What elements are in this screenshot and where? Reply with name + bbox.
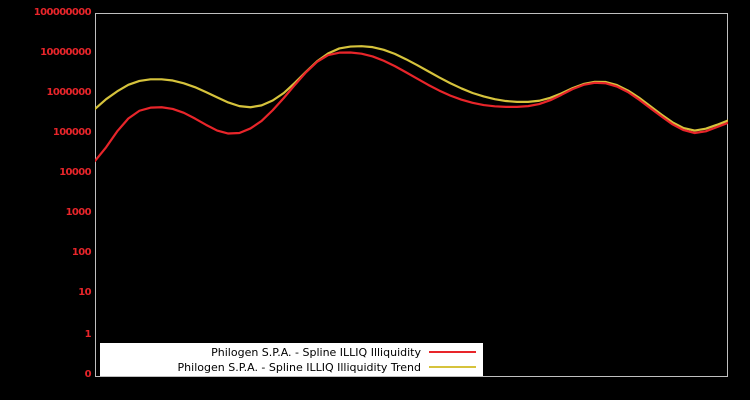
y-tick-label: 1000 — [65, 207, 92, 218]
y-tick-label: 100000 — [52, 127, 92, 138]
series-line-illiquidity — [95, 51, 728, 163]
y-axis: 100000000 10000000 1000000 100000 10000 … — [0, 0, 92, 400]
series-layer — [95, 45, 728, 163]
y-tick-label: 100 — [71, 247, 92, 258]
legend-label-illiquidity: Philogen S.P.A. - Spline ILLIQ Illiquidi… — [211, 345, 421, 359]
y-tick-label: 0 — [84, 369, 92, 380]
legend-swatch-illiquidity — [429, 351, 476, 353]
series-line-trend — [95, 45, 728, 132]
chart-legend: Philogen S.P.A. - Spline ILLIQ Illiquidi… — [100, 343, 483, 376]
y-tick-label: 100000000 — [33, 7, 92, 18]
legend-item-trend: Philogen S.P.A. - Spline ILLIQ Illiquidi… — [101, 360, 482, 375]
y-tick-label: 10000000 — [40, 47, 91, 58]
y-tick-label: 10 — [78, 287, 91, 298]
legend-label-trend: Philogen S.P.A. - Spline ILLIQ Illiquidi… — [177, 360, 421, 374]
legend-item-illiquidity: Philogen S.P.A. - Spline ILLIQ Illiquidi… — [101, 345, 482, 360]
plot-area — [95, 13, 728, 377]
y-tick-label: 1 — [84, 329, 92, 340]
legend-swatch-trend — [429, 366, 476, 368]
y-tick-label: 1000000 — [46, 87, 91, 98]
y-tick-label: 10000 — [59, 167, 91, 178]
